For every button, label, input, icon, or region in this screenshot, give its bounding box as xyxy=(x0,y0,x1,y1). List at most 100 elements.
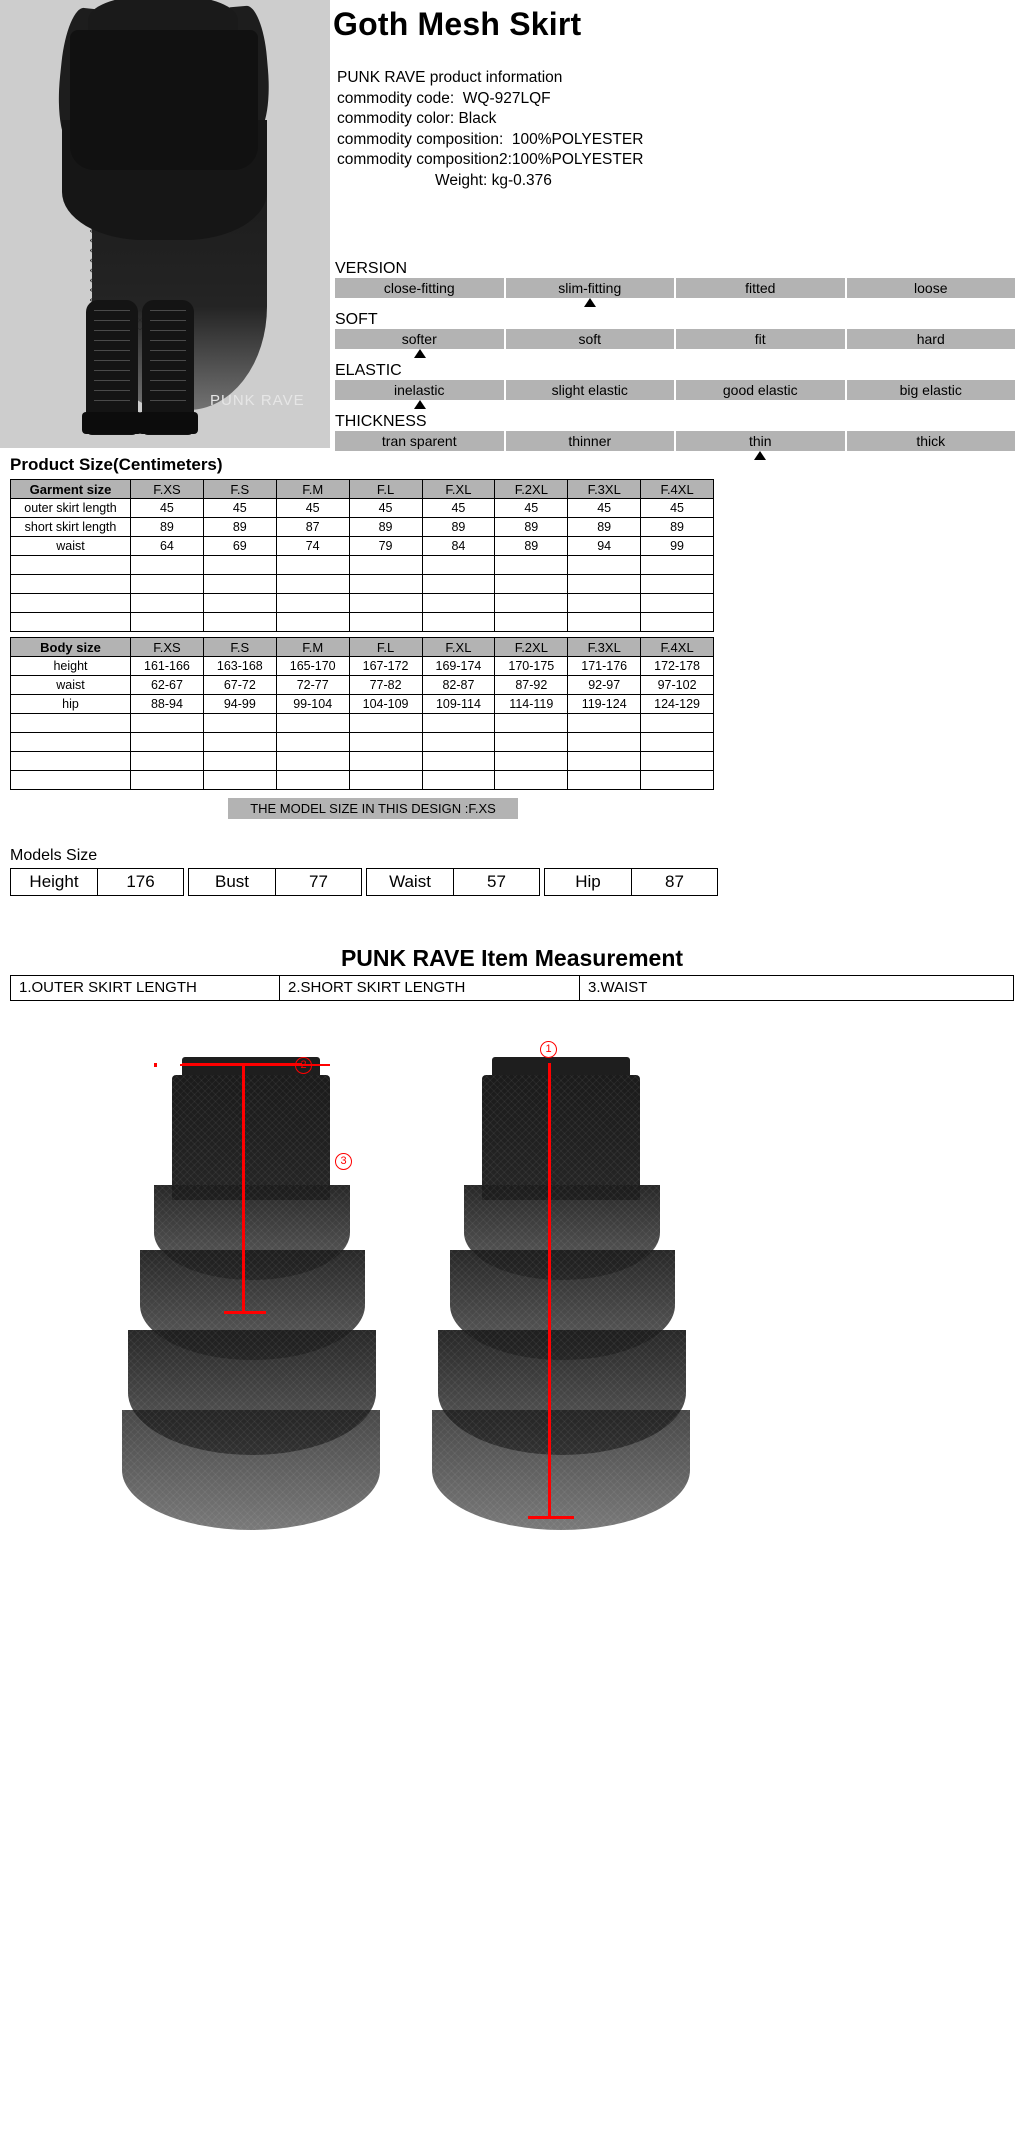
body-size-cell: 77-82 xyxy=(348,675,423,695)
body-size-cell: 124-129 xyxy=(640,694,714,714)
empty-cell xyxy=(640,770,714,790)
models-size-value-hip: 87 xyxy=(632,868,718,896)
empty-cell xyxy=(494,770,569,790)
empty-cell xyxy=(494,713,569,733)
rating-option-slim-fitting[interactable]: slim-fitting xyxy=(505,278,674,298)
rating-option-soft[interactable]: soft xyxy=(505,329,674,349)
product-size-cell: 45 xyxy=(275,498,350,518)
empty-cell xyxy=(202,555,277,575)
commodity-code-line: commodity code: WQ-927LQF xyxy=(337,89,643,110)
product-size-cell: 89 xyxy=(421,517,496,537)
product-size-column-f3xl: F.3XL xyxy=(567,479,642,499)
empty-cell xyxy=(130,593,204,613)
product-size-cell: 45 xyxy=(421,498,496,518)
product-size-cell: 89 xyxy=(130,517,204,537)
body-size-cell: 97-102 xyxy=(640,675,714,695)
skirt-back-tier-4 xyxy=(432,1410,690,1530)
empty-cell xyxy=(421,612,496,632)
skirt-front-view xyxy=(120,1045,380,1535)
body-size-cell: 109-114 xyxy=(421,694,496,714)
rating-option-thick[interactable]: thick xyxy=(846,431,1015,451)
rating-option-loose[interactable]: loose xyxy=(846,278,1015,298)
product-size-row-label: outer skirt length xyxy=(10,498,131,518)
body-size-cell: 171-176 xyxy=(567,656,642,676)
table-row-blank xyxy=(10,713,714,733)
weight-label: Weight: xyxy=(435,171,488,189)
model-skirt-top xyxy=(70,30,258,170)
rating-option-close-fitting[interactable]: close-fitting xyxy=(335,278,504,298)
empty-cell xyxy=(275,770,350,790)
product-size-cell: 89 xyxy=(202,517,277,537)
rating-option-fit[interactable]: fit xyxy=(676,329,845,349)
table-row: height 161-166 163-168 165-170 167-172 169-17… xyxy=(10,656,714,676)
empty-cell xyxy=(494,751,569,771)
product-size-cell: 45 xyxy=(567,498,642,518)
model-size-banner: THE MODEL SIZE IN THIS DESIGN :F.XS xyxy=(228,798,518,819)
measurement-legend-item-2: 2.SHORT SKIRT LENGTH xyxy=(280,975,580,1001)
rating-marker-row-thickness xyxy=(335,451,1015,463)
empty-cell xyxy=(421,713,496,733)
models-size-value-bust: 77 xyxy=(276,868,362,896)
empty-cell xyxy=(421,732,496,752)
rating-options-elastic: inelastic slight elastic good elastic big e… xyxy=(335,380,1015,400)
rating-option-slight-elastic[interactable]: slight elastic xyxy=(505,380,674,400)
rating-option-inelastic[interactable]: inelastic xyxy=(335,380,504,400)
product-size-cell: 79 xyxy=(348,536,423,556)
models-size-row: Height 176 Bust 77 Waist 57 Hip 87 xyxy=(10,868,718,896)
skirt-back-upper xyxy=(482,1075,640,1200)
rating-option-hard[interactable]: hard xyxy=(846,329,1015,349)
table-row-blank xyxy=(10,555,714,575)
product-size-header-row: Garment size F.XS F.S F.M F.L F.XL F.2XL F.3XL F… xyxy=(10,479,714,499)
models-size-value-height: 176 xyxy=(98,868,184,896)
rating-option-good-elastic[interactable]: good elastic xyxy=(676,380,845,400)
empty-cell xyxy=(348,713,423,733)
rating-option-fitted[interactable]: fitted xyxy=(676,278,845,298)
empty-cell xyxy=(202,574,277,594)
rating-option-softer[interactable]: softer xyxy=(335,329,504,349)
commodity-composition-line: commodity composition: 100%POLYESTER xyxy=(337,130,643,151)
model-photo: PUNK RAVE xyxy=(0,0,330,448)
table-row-blank xyxy=(10,612,714,632)
rating-option-thin[interactable]: thin xyxy=(676,431,845,451)
empty-cell xyxy=(567,713,642,733)
body-size-cell: 170-175 xyxy=(494,656,569,676)
measurement-legend-item-3: 3.WAIST xyxy=(580,975,1014,1001)
skirt-front-mesh-overlay xyxy=(122,1185,380,1530)
rating-options-version: close-fitting slim-fitting fitted loose xyxy=(335,278,1015,298)
empty-cell xyxy=(567,574,642,594)
empty-cell xyxy=(494,574,569,594)
measure-cap-outer-bottom xyxy=(528,1516,574,1519)
empty-cell xyxy=(10,770,131,790)
measurement-title: PUNK RAVE Item Measurement xyxy=(340,945,684,971)
empty-cell xyxy=(494,593,569,613)
skirt-back-mesh-overlay xyxy=(432,1185,690,1530)
models-size-value-waist: 57 xyxy=(454,868,540,896)
empty-cell xyxy=(275,612,350,632)
body-size-cell: 62-67 xyxy=(130,675,204,695)
body-size-cell: 104-109 xyxy=(348,694,423,714)
product-size-cell: 45 xyxy=(494,498,569,518)
commodity-composition-label: commodity composition: xyxy=(337,130,504,148)
rating-option-big-elastic[interactable]: big elastic xyxy=(846,380,1015,400)
rating-group-soft: SOFT softer soft fit hard xyxy=(335,310,1015,361)
model-boot-sole-left xyxy=(82,412,142,434)
product-size-title: Product Size(Centimeters) xyxy=(10,455,223,475)
product-size-cell: 89 xyxy=(567,517,642,537)
rating-selected-marker-thickness xyxy=(754,451,766,460)
body-size-cell: 114-119 xyxy=(494,694,569,714)
empty-cell xyxy=(275,751,350,771)
rating-group-thickness: THICKNESS tran sparent thinner thin thick xyxy=(335,412,1015,463)
rating-option-thinner[interactable]: thinner xyxy=(505,431,674,451)
body-size-cell: 161-166 xyxy=(130,656,204,676)
product-size-cell: 89 xyxy=(494,536,569,556)
skirt-back-view xyxy=(430,1045,690,1535)
product-size-cell: 87 xyxy=(275,517,350,537)
empty-cell xyxy=(10,574,131,594)
product-size-cell: 99 xyxy=(640,536,714,556)
empty-cell xyxy=(567,770,642,790)
empty-cell xyxy=(202,770,277,790)
rating-option-tran-sparent[interactable]: tran sparent xyxy=(335,431,504,451)
body-size-cell: 169-174 xyxy=(421,656,496,676)
rating-marker-row-version xyxy=(335,298,1015,310)
